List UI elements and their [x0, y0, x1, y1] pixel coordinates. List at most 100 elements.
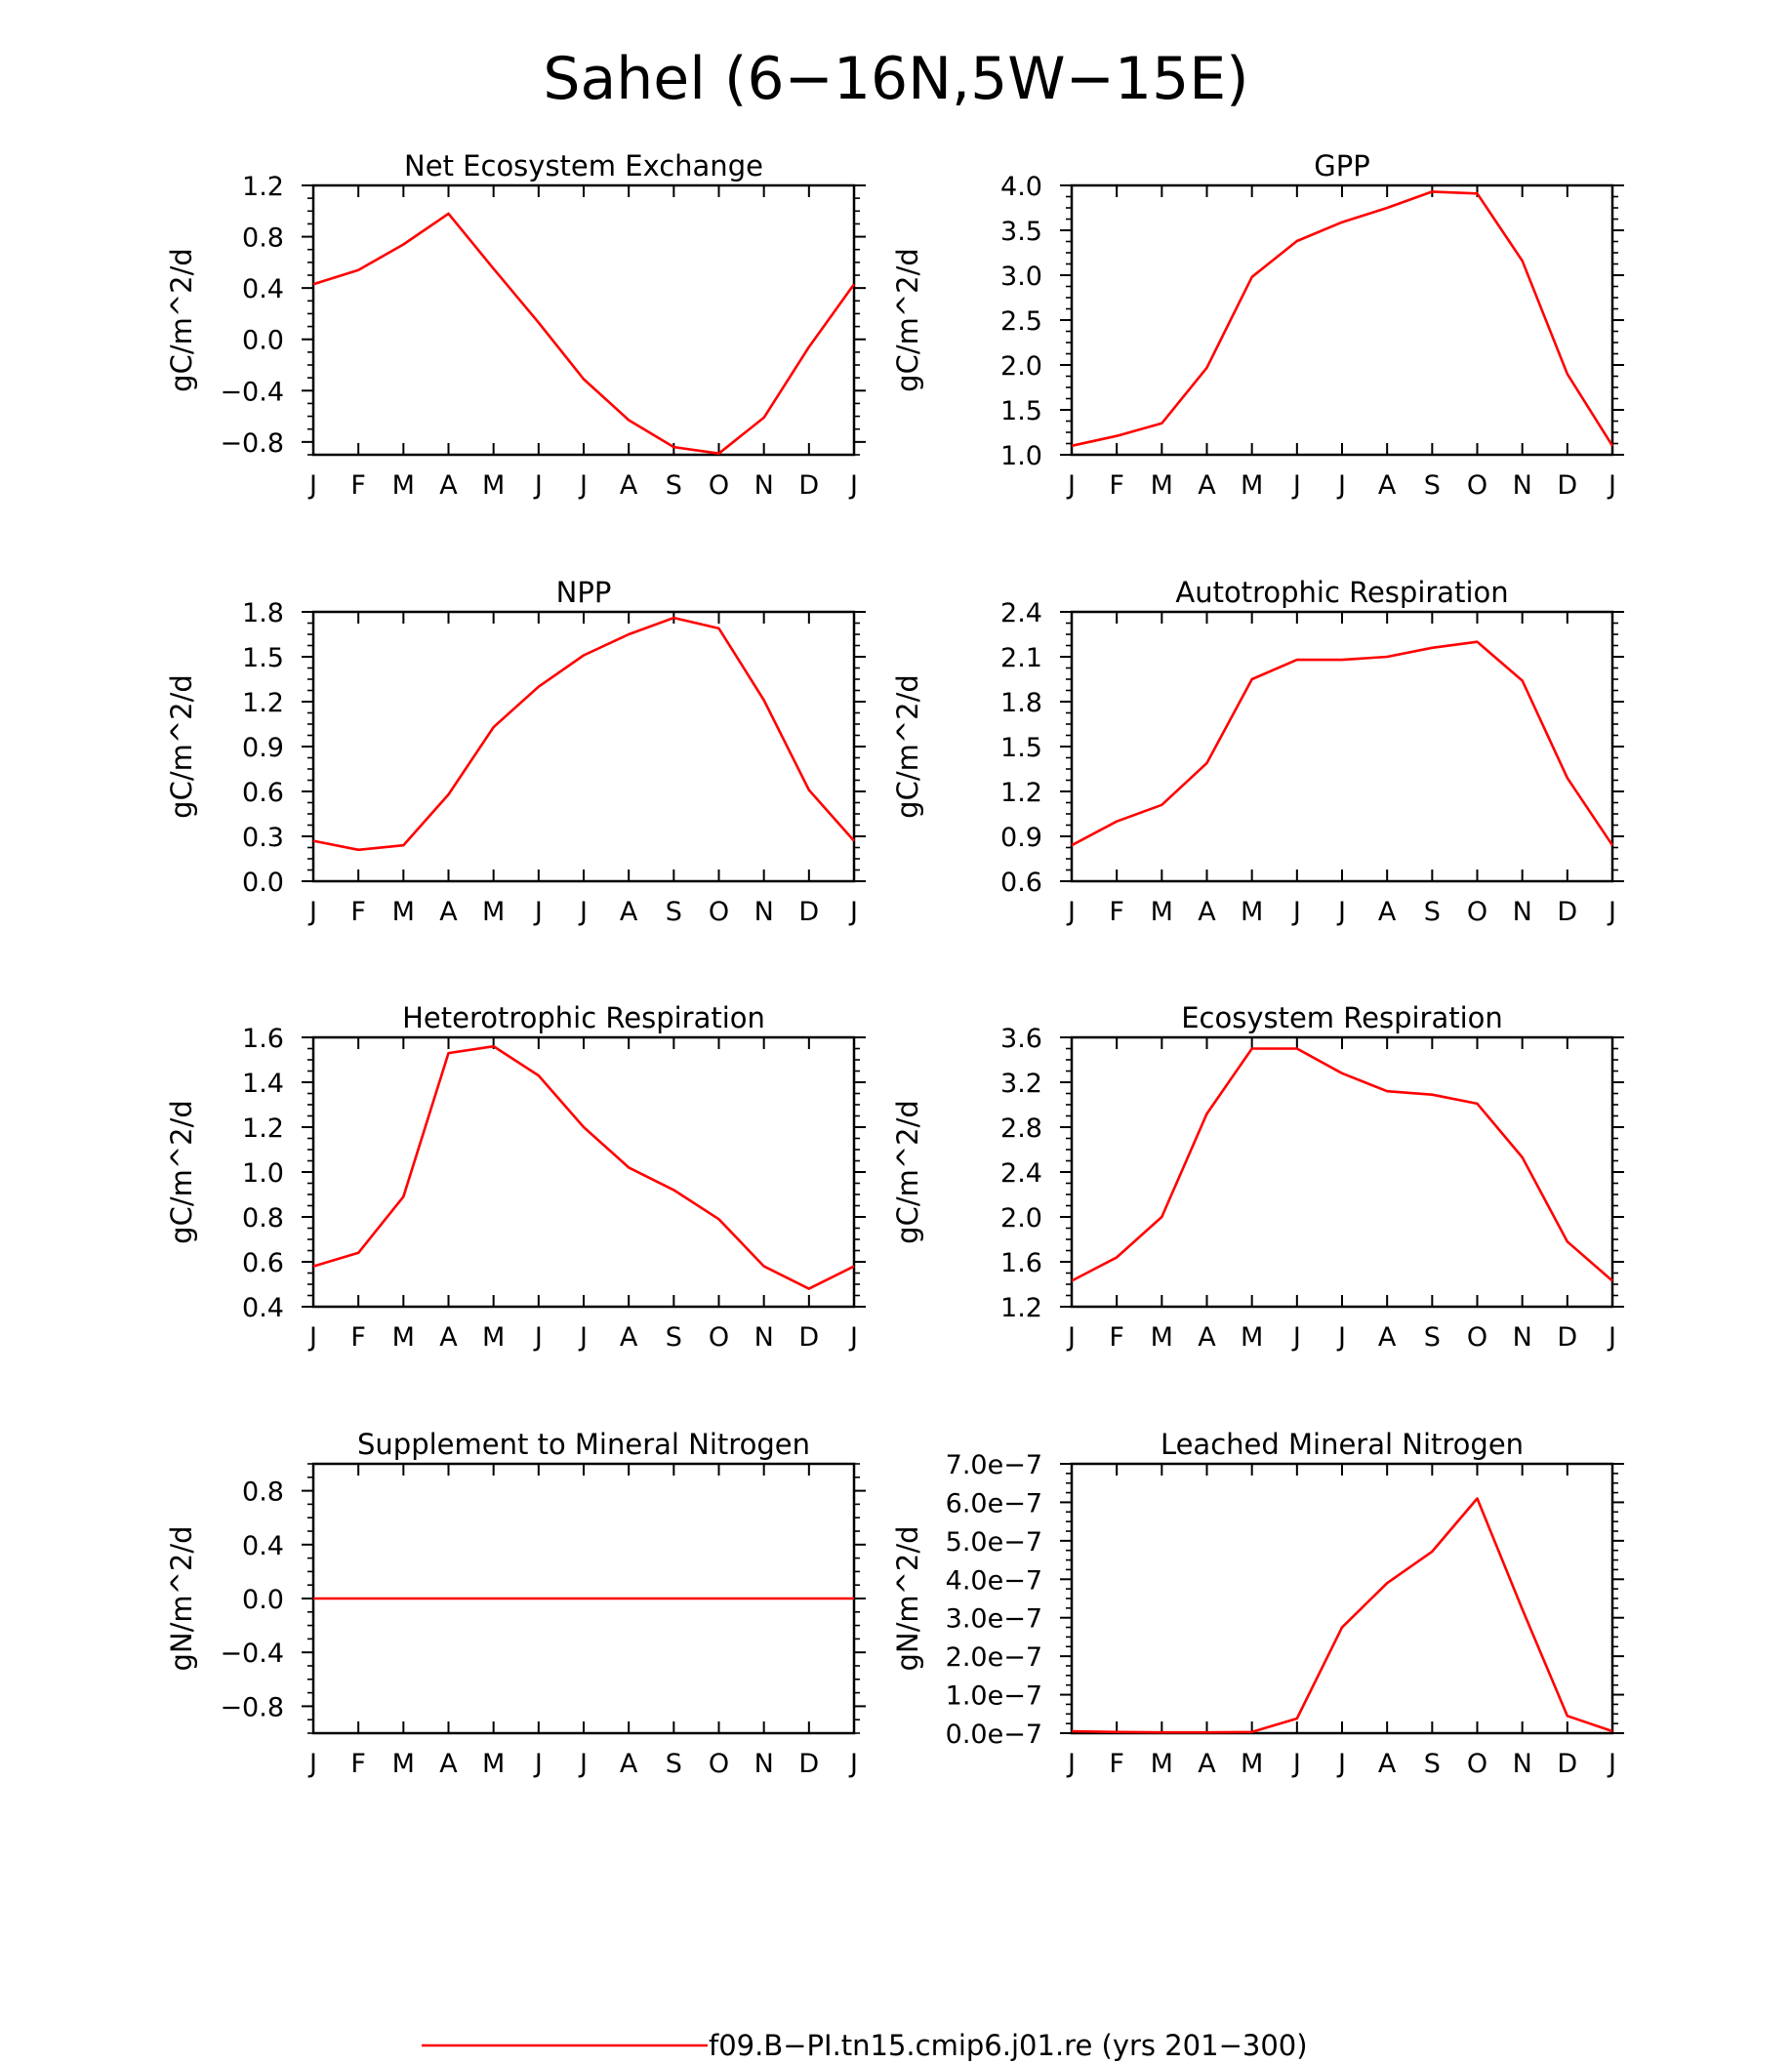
y-tick-label: 1.0	[1000, 441, 1042, 471]
y-axis-label: gC/m^2/d	[891, 248, 924, 392]
y-tick-label: −0.4	[220, 1639, 284, 1669]
x-tick-label: J	[1291, 470, 1301, 501]
x-tick-label: J	[848, 1322, 858, 1353]
panel-title: Leached Mineral Nitrogen	[1161, 1428, 1524, 1461]
panel-title: Autotrophic Respiration	[1175, 576, 1508, 609]
legend-label: f09.B−PI.tn15.cmip6.j01.re (yrs 201−300)	[709, 2029, 1308, 2062]
x-tick-label: A	[620, 1322, 638, 1353]
y-tick-label: 0.6	[242, 1248, 284, 1278]
x-tick-label: J	[533, 1749, 543, 1779]
x-tick-label: F	[1109, 1749, 1124, 1779]
y-tick-label: 3.0	[1000, 262, 1042, 292]
x-tick-label: S	[666, 897, 682, 927]
y-tick-label: 0.3	[242, 823, 284, 853]
series-line	[312, 616, 855, 852]
x-tick-label: J	[1336, 470, 1346, 501]
series-line	[1071, 1497, 1613, 1734]
legend: f09.B−PI.tn15.cmip6.j01.re (yrs 201−300)	[422, 2029, 1308, 2062]
x-tick-label: J	[848, 470, 858, 501]
panel-title: NPP	[556, 576, 612, 609]
y-tick-label: −0.8	[220, 428, 284, 459]
x-tick-label: F	[1109, 470, 1124, 501]
x-tick-label: F	[350, 897, 366, 927]
x-tick-label: A	[620, 470, 638, 501]
x-tick-label: M	[1151, 897, 1173, 927]
x-tick-label: A	[1378, 470, 1397, 501]
x-tick-label: M	[482, 1749, 505, 1779]
y-tick-label: 0.0	[242, 868, 284, 898]
x-tick-label: J	[307, 470, 317, 501]
x-tick-label: M	[482, 897, 505, 927]
x-tick-label: D	[798, 1749, 819, 1779]
y-tick-label: 1.0e−7	[946, 1681, 1042, 1712]
plot-frame	[311, 1035, 856, 1309]
x-tick-label: N	[1513, 1749, 1532, 1779]
y-tick-label: 2.5	[1000, 306, 1042, 337]
x-tick-label: J	[1336, 1322, 1346, 1353]
x-tick-label: J	[578, 470, 588, 501]
x-tick-label: J	[1291, 1749, 1301, 1779]
x-tick-label: N	[754, 1322, 774, 1353]
y-tick-label: 0.9	[242, 733, 284, 763]
x-tick-label: D	[1557, 1749, 1577, 1779]
x-tick-label: F	[1109, 1322, 1124, 1353]
panel-title: Ecosystem Respiration	[1181, 1001, 1503, 1034]
y-tick-label: 2.4	[1000, 598, 1042, 628]
x-tick-label: A	[439, 470, 458, 501]
x-tick-label: F	[350, 1749, 366, 1779]
y-tick-label: 0.4	[242, 1531, 284, 1561]
y-tick-label: 0.4	[242, 274, 284, 304]
y-tick-label: 1.5	[242, 643, 284, 673]
y-tick-label: 1.2	[242, 172, 284, 202]
x-tick-label: J	[307, 1749, 317, 1779]
x-tick-label: J	[1291, 1322, 1301, 1353]
y-tick-label: 1.6	[1000, 1248, 1042, 1278]
y-tick-label: 1.2	[1000, 778, 1042, 808]
x-tick-label: D	[798, 470, 819, 501]
y-axis-label: gC/m^2/d	[891, 1100, 924, 1244]
x-tick-label: J	[1607, 897, 1616, 927]
y-tick-label: 2.0e−7	[946, 1642, 1042, 1673]
x-tick-label: M	[1241, 897, 1263, 927]
x-tick-label: A	[1378, 1749, 1397, 1779]
x-tick-label: J	[848, 1749, 858, 1779]
x-tick-label: M	[392, 897, 415, 927]
y-tick-label: 1.8	[242, 598, 284, 628]
x-tick-label: J	[1066, 470, 1076, 501]
x-tick-label: J	[578, 1749, 588, 1779]
x-tick-label: J	[578, 1322, 588, 1353]
x-tick-label: S	[1424, 470, 1441, 501]
x-tick-label: S	[1424, 1322, 1441, 1353]
figure-title: Sahel (6−16N,5W−15E)	[543, 45, 1248, 113]
y-axis-label: gC/m^2/d	[165, 674, 198, 819]
x-tick-label: A	[1198, 1749, 1216, 1779]
x-tick-label: J	[1607, 1749, 1616, 1779]
x-tick-label: O	[709, 1322, 729, 1353]
x-tick-label: J	[1607, 470, 1616, 501]
x-tick-label: A	[1198, 1322, 1216, 1353]
x-tick-label: D	[1557, 897, 1577, 927]
x-tick-label: F	[350, 470, 366, 501]
x-tick-label: M	[1151, 1322, 1173, 1353]
y-axis-label: gN/m^2/d	[891, 1525, 924, 1671]
x-tick-label: A	[620, 1749, 638, 1779]
x-tick-label: O	[1467, 1749, 1487, 1779]
plot-frame	[1070, 183, 1614, 457]
x-tick-label: A	[439, 1322, 458, 1353]
y-tick-label: 0.4	[242, 1293, 284, 1323]
x-tick-label: M	[1151, 470, 1173, 501]
y-tick-label: 0.0	[242, 326, 284, 356]
y-tick-label: 1.8	[1000, 688, 1042, 718]
x-tick-label: M	[482, 1322, 505, 1353]
x-tick-label: A	[620, 897, 638, 927]
plot-frame	[311, 610, 856, 883]
x-tick-label: J	[533, 1322, 543, 1353]
x-tick-label: N	[1513, 897, 1532, 927]
x-tick-label: O	[1467, 1322, 1487, 1353]
